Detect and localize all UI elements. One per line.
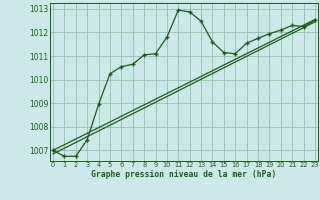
- X-axis label: Graphe pression niveau de la mer (hPa): Graphe pression niveau de la mer (hPa): [92, 170, 276, 179]
